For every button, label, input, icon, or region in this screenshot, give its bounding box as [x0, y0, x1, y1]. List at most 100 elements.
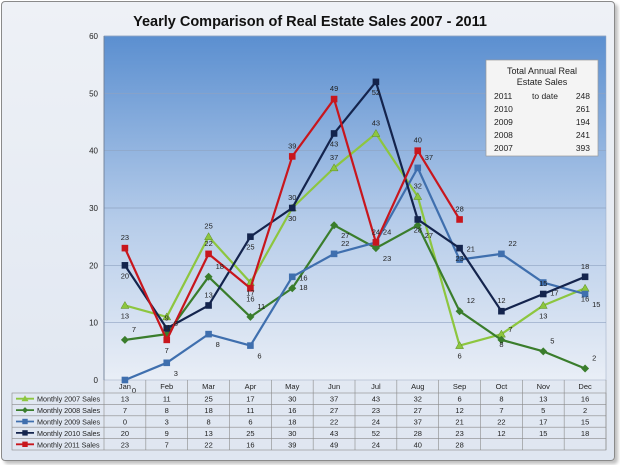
data-label: 49 [330, 84, 338, 93]
legend-label: Monthly 2009 Sales [37, 418, 101, 427]
data-point [539, 290, 547, 298]
data-label: 18 [299, 283, 307, 292]
y-tick-label: 40 [89, 147, 98, 156]
summary-year: 2010 [494, 104, 513, 114]
table-cell: 15 [539, 429, 547, 438]
data-point [413, 192, 423, 200]
table-cell: 23 [455, 429, 463, 438]
table-cell: 30 [288, 429, 296, 438]
legend-marker [22, 418, 28, 425]
table-cell: 7 [165, 440, 169, 449]
table-cell: 37 [414, 418, 422, 427]
table-cell: 13 [121, 395, 129, 404]
legend-label: Monthly 2010 Sales [37, 429, 101, 438]
table-cell: 24 [372, 440, 380, 449]
y-tick-label: 50 [89, 89, 98, 98]
table-cell: 52 [372, 429, 380, 438]
x-tick-label: Sep [453, 382, 466, 391]
table-cell: 16 [581, 395, 589, 404]
data-point [330, 221, 339, 230]
summary-year: 2008 [494, 130, 513, 140]
data-point [413, 221, 422, 230]
table-cell: 49 [330, 440, 338, 449]
table-cell: 11 [163, 395, 171, 404]
data-point [247, 284, 254, 292]
data-label: 27 [341, 231, 349, 240]
data-label: 15 [539, 279, 547, 288]
data-point [538, 300, 548, 309]
data-point [455, 307, 464, 316]
data-point [330, 95, 338, 103]
x-tick-label: Dec [578, 382, 592, 391]
data-point [247, 233, 254, 240]
summary-value: 194 [576, 117, 590, 127]
data-label: 40 [414, 136, 422, 145]
data-label: 24 [372, 227, 380, 236]
data-point [539, 347, 548, 356]
legend-label: Monthly 2008 Sales [37, 406, 101, 415]
table-cell: 9 [165, 429, 169, 438]
x-tick-label: Jun [328, 382, 340, 391]
table-cell: 18 [288, 418, 296, 427]
table-cell: 13 [204, 429, 212, 438]
data-point [414, 164, 422, 172]
summary-value: 393 [576, 143, 590, 153]
data-label: 7 [165, 346, 169, 355]
data-point [371, 244, 380, 253]
data-point [163, 336, 171, 344]
table-cell: 12 [455, 406, 463, 415]
data-point [498, 250, 505, 258]
table-cell: 17 [246, 395, 254, 404]
table-cell: 39 [288, 440, 296, 449]
summary-box-bg [485, 59, 599, 157]
table-cell: 24 [372, 418, 380, 427]
x-tick-label: Oct [496, 382, 509, 391]
table-cell: 40 [414, 440, 422, 449]
table-cell: 7 [499, 406, 503, 415]
table-cell: 8 [499, 395, 503, 404]
data-point [498, 307, 505, 315]
data-point [372, 239, 380, 246]
summary-title: Total Annual Real [507, 66, 577, 76]
table-cell: 11 [247, 406, 255, 415]
table-cell: 23 [372, 406, 380, 415]
data-point [330, 130, 338, 137]
series-line [124, 132, 586, 347]
x-tick-label: Aug [411, 382, 424, 391]
data-point [539, 279, 547, 286]
data-point [205, 302, 212, 309]
table-cell: 17 [539, 418, 547, 427]
table-cell: 37 [330, 395, 338, 404]
data-label: 43 [372, 118, 380, 127]
legend-marker [22, 441, 28, 447]
data-label: 22 [204, 239, 212, 248]
table-cell: 43 [330, 429, 338, 438]
data-label: 30 [288, 193, 296, 202]
table-cell: 22 [330, 418, 338, 427]
data-label: 11 [257, 302, 265, 311]
table-cell: 22 [497, 418, 505, 427]
legend-label: Monthly 2007 Sales [37, 395, 101, 404]
table-cell: 0 [123, 418, 127, 427]
data-label: 20 [121, 271, 129, 280]
data-point [247, 342, 254, 349]
y-tick-label: 0 [94, 376, 99, 385]
data-point [162, 312, 172, 321]
series-group [120, 78, 590, 384]
table-cell: 25 [204, 395, 212, 404]
table-cell: 20 [121, 429, 129, 438]
data-point [414, 147, 422, 154]
data-label: 52 [372, 88, 380, 97]
data-point [121, 376, 129, 384]
data-labels: 1311251730374332681316781811162723271275… [121, 84, 601, 395]
table-cell: 15 [581, 418, 589, 427]
data-label: 39 [288, 141, 296, 150]
data-point [456, 216, 463, 223]
data-point [120, 335, 129, 344]
data-label: 21 [467, 245, 475, 254]
data-label: 16 [246, 294, 254, 303]
data-label: 23 [121, 233, 129, 242]
series-line [124, 166, 586, 382]
table-cell: 5 [541, 406, 545, 415]
